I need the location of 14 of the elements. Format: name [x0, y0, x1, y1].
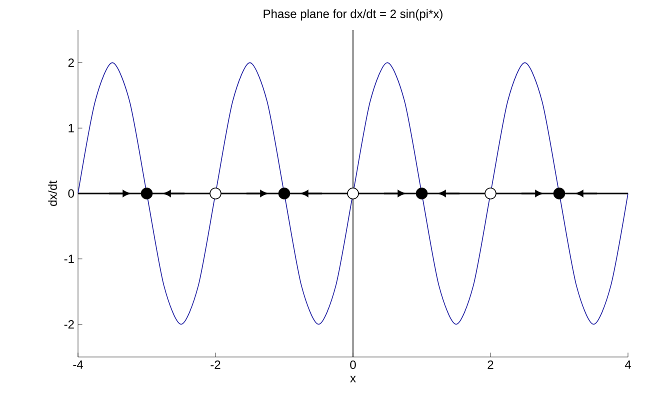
x-tick-label: 2 [488, 360, 494, 369]
x-tick-label: -2 [210, 360, 220, 369]
x-tick-label: 0 [350, 360, 356, 370]
y-tick-label: -1 [64, 254, 74, 264]
y-tick-label: 0 [68, 189, 74, 198]
line-series [78, 62, 628, 325]
x-axis-title: x [350, 376, 356, 382]
x-tick-label: -4 [73, 360, 83, 369]
y-tick-label: 2 [68, 58, 74, 67]
y-tick-label: -2 [64, 320, 74, 328]
chart-title: Phase plane for dx/dt = 2 sin(pi*x) [264, 9, 442, 20]
x-tick-label: 4 [624, 360, 631, 369]
y-tick-label: 1 [68, 124, 74, 132]
y-axis-title: dx/dt [48, 180, 57, 206]
